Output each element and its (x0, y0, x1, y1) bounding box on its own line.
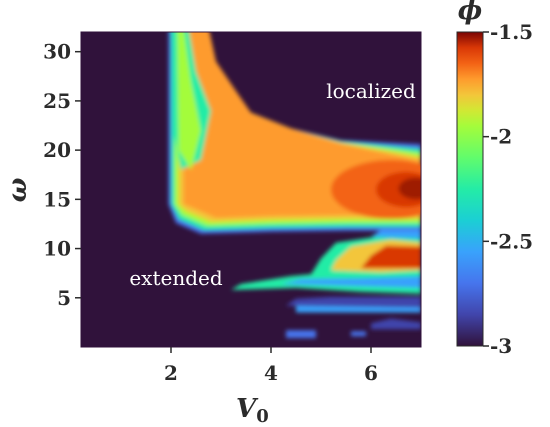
colorbar-gradient (456, 31, 484, 347)
colorbar: -1.5 -2 -2.5 -3 ϕ (456, 0, 533, 358)
x-tick-label: 6 (364, 361, 378, 385)
x-axis-ticks: 2 4 6 (164, 347, 378, 385)
annotation-localized: localized (326, 79, 416, 103)
heatmap-regions (168, 32, 421, 339)
y-tick-label: 10 (43, 237, 71, 261)
y-axis-ticks: 5 10 15 20 25 30 (43, 40, 81, 310)
x-axis-label-subscript: 0 (256, 406, 269, 427)
y-tick-label: 30 (43, 40, 71, 64)
y-tick-label: 25 (43, 89, 71, 113)
colorbar-tick-label: -2 (490, 125, 512, 149)
y-tick-label: 5 (57, 286, 71, 310)
colorbar-tick-label: -1.5 (490, 20, 533, 44)
band-mark (281, 276, 421, 288)
annotation-extended: extended (129, 266, 223, 290)
x-tick-label: 4 (264, 361, 278, 385)
band-mark (361, 245, 421, 269)
x-tick-label: 2 (164, 361, 178, 385)
x-axis-label: V0 (236, 394, 269, 427)
colorbar-tick-label: -3 (490, 334, 512, 358)
colorbar-label: ϕ (458, 0, 482, 26)
fragment-mark (286, 330, 316, 339)
vertical-arm-mark (177, 32, 201, 170)
fragment-mark (351, 331, 366, 337)
y-tick-label: 20 (43, 138, 71, 162)
plot-frame (80, 31, 422, 348)
hot-core-mark (398, 177, 421, 200)
y-tick-label: 15 (43, 187, 71, 211)
plot-area (81, 32, 421, 347)
colorbar-tick-label: -2.5 (490, 229, 533, 253)
fragment-mark (371, 318, 421, 330)
y-axis-label: ω (3, 177, 33, 202)
colorbar-ticks: -1.5 -2 -2.5 -3 (483, 20, 533, 358)
band-mark (286, 296, 421, 308)
